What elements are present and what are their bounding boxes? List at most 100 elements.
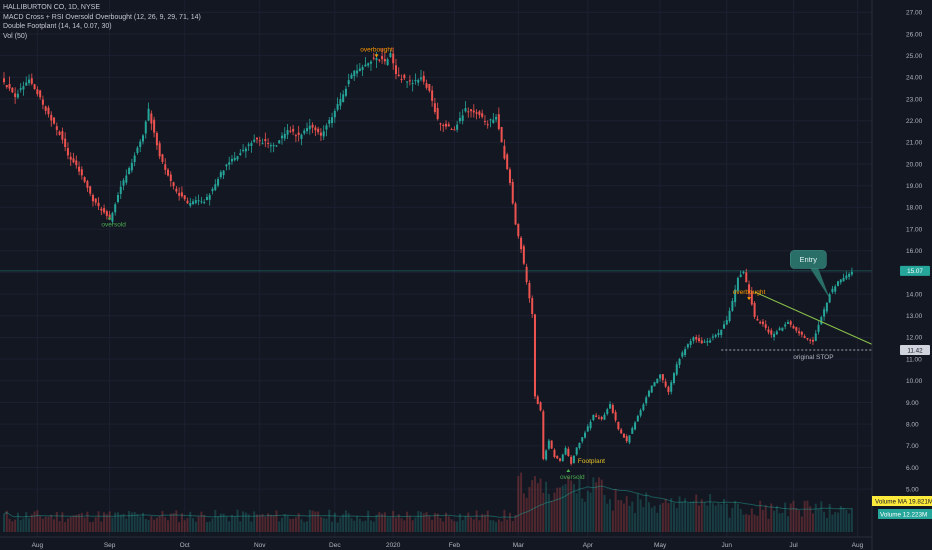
volume-bar xyxy=(28,518,31,532)
volume-bar xyxy=(489,520,492,532)
volume-bar xyxy=(433,512,436,532)
indicator-double-footplant[interactable]: Double Footplant (14, 14, 0.07, 30) xyxy=(3,23,112,31)
symbol-title[interactable]: HALLIBURTON CO, 1D, NYSE xyxy=(3,4,100,11)
volume-bar xyxy=(525,497,528,532)
volume-bar xyxy=(153,519,156,532)
volume-bar xyxy=(786,516,789,532)
volume-bar xyxy=(142,512,144,532)
volume-bar xyxy=(369,520,372,532)
oversold-arrow-icon xyxy=(566,468,571,472)
volume-badge-text: Volume 12.223M xyxy=(880,511,927,518)
candle-body xyxy=(714,334,717,337)
volume-bar xyxy=(811,513,814,532)
volume-bar xyxy=(478,520,481,532)
candle-body xyxy=(475,112,478,114)
volume-bar xyxy=(233,516,236,532)
volume-bar xyxy=(328,509,331,532)
candle-body xyxy=(689,341,692,345)
volume-bar xyxy=(16,512,19,532)
candle-body xyxy=(445,123,448,127)
volume-bar xyxy=(803,500,806,532)
candle-body xyxy=(267,143,270,145)
candle-body xyxy=(214,184,217,190)
candle-body xyxy=(283,133,286,139)
candle-body xyxy=(180,192,183,197)
volume-bar xyxy=(333,512,336,532)
volume-bar xyxy=(492,520,495,532)
candle-body xyxy=(572,455,575,464)
price-axis[interactable]: 27.00 26.00 25.00 24.00 23.00 22.00 21.00 20.00… xyxy=(871,0,932,550)
entry-bubble[interactable] xyxy=(789,250,827,269)
candle-body xyxy=(564,447,567,455)
volume-bar xyxy=(394,517,397,532)
candle-body xyxy=(781,327,784,331)
volume-bar xyxy=(33,511,36,532)
candle-body xyxy=(22,86,25,90)
volume-bar xyxy=(825,517,828,532)
candle-body xyxy=(625,436,628,442)
candle-body xyxy=(453,129,456,131)
candle-body xyxy=(700,340,703,344)
candle-body xyxy=(36,89,39,95)
candle-body xyxy=(47,107,50,115)
volume-bar xyxy=(689,502,692,532)
volume-bar xyxy=(781,512,784,532)
x-tick-label: Aug xyxy=(852,542,864,549)
volume-bar xyxy=(700,499,703,532)
volume-bar xyxy=(467,512,470,532)
time-axis[interactable]: Aug Sep Oct Nov Dec 2020 Feb Mar Apr May Jun Jul Aug xyxy=(0,536,872,549)
volume-bar xyxy=(5,510,8,532)
candle-body xyxy=(358,68,361,72)
volume-bar xyxy=(75,514,78,532)
candle-body xyxy=(684,349,687,355)
volume-bar xyxy=(517,476,520,532)
indicator-volume[interactable]: Vol (50) xyxy=(3,32,28,40)
volume-bar xyxy=(442,521,445,532)
volume-bar xyxy=(306,521,309,532)
candle-body xyxy=(311,124,314,128)
volume-bar xyxy=(614,489,617,532)
volume-bar xyxy=(775,505,778,532)
volume-bar xyxy=(197,516,200,532)
volume-bar xyxy=(500,521,503,532)
overbought-arrow-icon xyxy=(747,297,752,301)
candle-body xyxy=(570,456,573,464)
y-tick-label: 7.00 xyxy=(906,443,919,450)
trendline[interactable] xyxy=(754,291,875,346)
volume-bar xyxy=(19,520,22,532)
candle-body xyxy=(319,132,322,136)
candle-body xyxy=(631,427,634,434)
candle-body xyxy=(528,283,531,299)
volume-bar xyxy=(253,511,256,532)
candle-body xyxy=(222,170,225,176)
volume-bar xyxy=(806,500,809,532)
volume-bar xyxy=(661,502,664,532)
volume-bar xyxy=(798,510,801,532)
candle-body xyxy=(586,426,589,432)
candle-body xyxy=(695,337,698,340)
volume-bar xyxy=(183,520,186,532)
volume-bar xyxy=(283,514,286,532)
volume-bar xyxy=(522,493,525,532)
volume-bar xyxy=(86,511,89,532)
volume-bar xyxy=(83,517,86,532)
volume-bar xyxy=(820,501,823,532)
volume-bar xyxy=(695,494,698,532)
volume-bar xyxy=(672,502,675,532)
candle-body xyxy=(164,164,167,170)
volume-bar xyxy=(764,505,767,532)
candle-body xyxy=(269,145,272,147)
volume-bar xyxy=(128,510,131,532)
volume-bar xyxy=(158,515,161,532)
volume-bar xyxy=(703,502,706,532)
indicator-macd-rsi[interactable]: MACD Cross + RSI Oversold Overbought (12… xyxy=(3,13,201,21)
volume-bar xyxy=(595,482,598,532)
volume-bar xyxy=(36,510,39,532)
candle-body xyxy=(503,145,506,159)
volume-bar xyxy=(620,500,623,532)
volume-bar xyxy=(175,510,178,532)
oversold-label: oversold xyxy=(560,474,585,481)
volume-bar xyxy=(186,517,189,532)
candle-body xyxy=(253,139,256,142)
